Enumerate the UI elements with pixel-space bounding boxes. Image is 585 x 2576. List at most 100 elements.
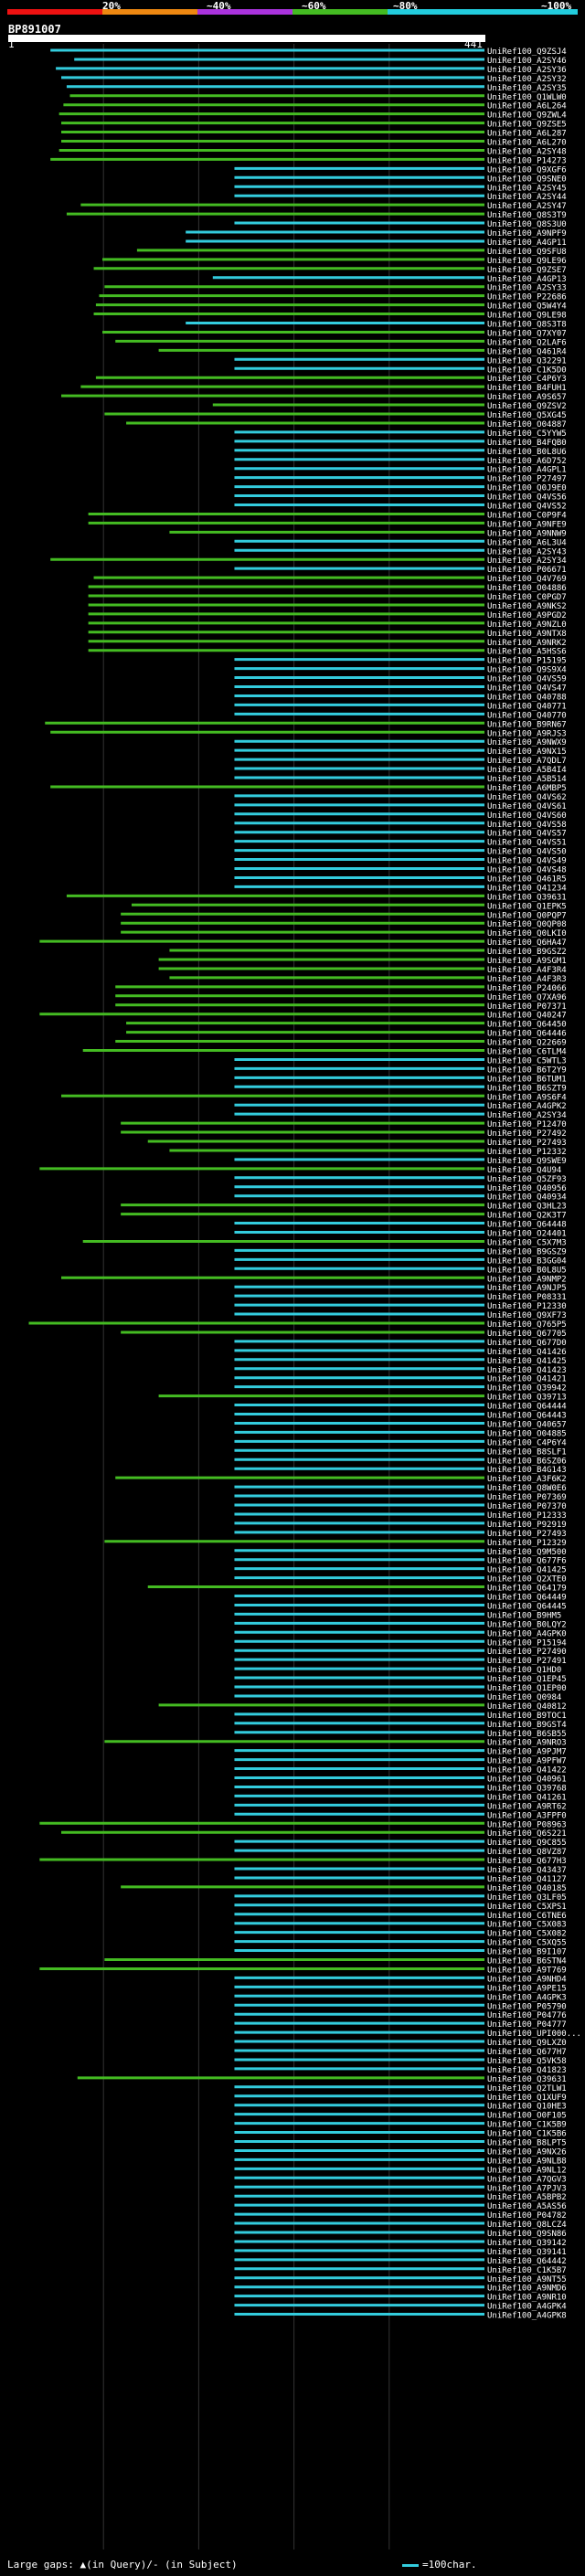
- hit-label[interactable]: UniRef100_A3FPF0: [487, 1811, 567, 1820]
- hit-label[interactable]: UniRef100_Q1EPK5: [487, 902, 567, 911]
- hit-label[interactable]: UniRef100_Q765P5: [487, 1320, 567, 1330]
- hit-label[interactable]: UniRef100_A9NMP2: [487, 1275, 567, 1284]
- hit-label[interactable]: UniRef100_Q64446: [487, 1030, 567, 1039]
- hit-label[interactable]: UniRef100_Q64442: [487, 2257, 567, 2266]
- hit-label[interactable]: UniRef100_Q9C855: [487, 1839, 567, 1848]
- hit-label[interactable]: UniRef100_Q8W0E6: [487, 1484, 567, 1493]
- hit-label[interactable]: UniRef100_Q64450: [487, 1021, 567, 1030]
- hit-label[interactable]: UniRef100_Q41425: [487, 1566, 567, 1575]
- hit-label[interactable]: UniRef100_Q32291: [487, 356, 567, 366]
- hit-label[interactable]: UniRef100_A9RT62: [487, 1802, 567, 1811]
- hit-label[interactable]: UniRef100_B8LPT5: [487, 2139, 567, 2148]
- hit-label[interactable]: UniRef100_Q0LKI0: [487, 929, 567, 938]
- hit-label[interactable]: UniRef100_Q677H3: [487, 1857, 567, 1866]
- hit-label[interactable]: UniRef100_C1K5B9: [487, 2121, 567, 2130]
- hit-label[interactable]: UniRef100_C6TLM4: [487, 1048, 567, 1057]
- hit-label[interactable]: UniRef100_Q677H7: [487, 2048, 567, 2057]
- hit-label[interactable]: UniRef100_C4P6Y3: [487, 375, 567, 384]
- hit-label[interactable]: UniRef100_B6SB55: [487, 1730, 567, 1739]
- hit-label[interactable]: UniRef100_Q4VS47: [487, 684, 567, 694]
- hit-label[interactable]: UniRef100_Q1HD0: [487, 1666, 561, 1675]
- hit-label[interactable]: UniRef100_Q4VS51: [487, 839, 567, 848]
- hit-label[interactable]: UniRef100_Q4U94: [487, 1166, 561, 1175]
- hit-label[interactable]: UniRef100_A9RJS3: [487, 729, 567, 738]
- hit-label[interactable]: UniRef100_Q1WLW0: [487, 93, 567, 102]
- hit-label[interactable]: UniRef100_Q9SNE0: [487, 175, 567, 184]
- hit-label[interactable]: UniRef100_C1K5B6: [487, 2130, 567, 2139]
- hit-label[interactable]: UniRef100_B9TOC1: [487, 1712, 567, 1721]
- hit-label[interactable]: UniRef100_A4F3R4: [487, 966, 567, 975]
- hit-label[interactable]: UniRef100_Q9ZSE7: [487, 266, 567, 275]
- hit-label[interactable]: UniRef100_UPI000...: [487, 2030, 581, 2039]
- hit-label[interactable]: UniRef100_A4GPL1: [487, 466, 567, 475]
- hit-label[interactable]: UniRef100_O04887: [487, 420, 567, 429]
- hit-label[interactable]: UniRef100_P06671: [487, 566, 567, 575]
- hit-label[interactable]: UniRef100_Q7XY07: [487, 329, 567, 338]
- hit-label[interactable]: UniRef100_Q3LF05: [487, 1893, 567, 1903]
- hit-label[interactable]: UniRef100_C0P9F4: [487, 511, 567, 520]
- hit-label[interactable]: UniRef100_Q40247: [487, 1012, 567, 1021]
- hit-label[interactable]: UniRef100_A9NKS2: [487, 602, 567, 611]
- hit-label[interactable]: UniRef100_Q39141: [487, 2248, 567, 2257]
- hit-label[interactable]: UniRef100_Q0PQP7: [487, 911, 567, 920]
- hit-label[interactable]: UniRef100_Q41234: [487, 884, 567, 893]
- hit-label[interactable]: UniRef100_B9GSZ9: [487, 1247, 567, 1256]
- hit-label[interactable]: UniRef100_Q4VS52: [487, 503, 567, 512]
- hit-label[interactable]: UniRef100_B8SLF1: [487, 1447, 567, 1457]
- hit-label[interactable]: UniRef100_P12332: [487, 1148, 567, 1157]
- hit-label[interactable]: UniRef100_P07370: [487, 1502, 567, 1511]
- hit-label[interactable]: UniRef100_A4GPK3: [487, 1993, 567, 2002]
- hit-label[interactable]: UniRef100_C4P6Y4: [487, 1438, 567, 1447]
- hit-label[interactable]: UniRef100_A4GPK2: [487, 1102, 567, 1111]
- hit-label[interactable]: UniRef100_Q4VS50: [487, 848, 567, 857]
- hit-label[interactable]: UniRef100_A6L264: [487, 102, 567, 111]
- hit-label[interactable]: UniRef100_Q67705: [487, 1330, 567, 1339]
- hit-label[interactable]: UniRef100_A9NL12: [487, 2166, 567, 2175]
- hit-label[interactable]: UniRef100_B6SZ06: [487, 1457, 567, 1466]
- hit-label[interactable]: UniRef100_P05790: [487, 2002, 567, 2011]
- hit-label[interactable]: UniRef100_A2SY36: [487, 66, 567, 75]
- hit-label[interactable]: UniRef100_Q0QP08: [487, 920, 567, 929]
- hit-label[interactable]: UniRef100_Q39942: [487, 1384, 567, 1394]
- hit-label[interactable]: UniRef100_Q64443: [487, 1412, 567, 1421]
- hit-label[interactable]: UniRef100_Q9M500: [487, 1548, 567, 1557]
- hit-label[interactable]: UniRef100_Q1EP00: [487, 1684, 567, 1693]
- hit-label[interactable]: UniRef100_Q39713: [487, 1394, 567, 1403]
- hit-label[interactable]: UniRef100_Q9ZSV2: [487, 402, 567, 411]
- hit-label[interactable]: UniRef100_A9NZL0: [487, 620, 567, 630]
- hit-label[interactable]: UniRef100_P24066: [487, 984, 567, 993]
- hit-label[interactable]: UniRef100_A5HSS6: [487, 648, 567, 657]
- hit-label[interactable]: UniRef100_Q43437: [487, 1866, 567, 1875]
- hit-label[interactable]: UniRef100_P27493: [487, 1139, 567, 1148]
- hit-label[interactable]: UniRef100_Q9ZSE5: [487, 121, 567, 130]
- hit-label[interactable]: UniRef100_O04886: [487, 584, 567, 593]
- hit-label[interactable]: UniRef100_A9NR10: [487, 2294, 567, 2303]
- hit-label[interactable]: UniRef100_Q40657: [487, 1420, 567, 1429]
- hit-label[interactable]: UniRef100_Q6HA47: [487, 938, 567, 948]
- hit-label[interactable]: UniRef100_Q8S3T8: [487, 321, 567, 330]
- hit-label[interactable]: UniRef100_C1K5B7: [487, 2266, 567, 2275]
- hit-label[interactable]: UniRef100_B3GG04: [487, 1256, 567, 1266]
- hit-label[interactable]: UniRef100_Q39631: [487, 893, 567, 902]
- hit-label[interactable]: UniRef100_Q461R5: [487, 875, 567, 884]
- hit-label[interactable]: UniRef100_Q40185: [487, 1884, 567, 1893]
- hit-label[interactable]: UniRef100_A9NT55: [487, 2275, 567, 2284]
- hit-label[interactable]: UniRef100_A5BPB2: [487, 2193, 567, 2202]
- hit-label[interactable]: UniRef100_Q8S3T9: [487, 211, 567, 220]
- hit-label[interactable]: UniRef100_A6MBP5: [487, 784, 567, 793]
- hit-label[interactable]: UniRef100_A9NX15: [487, 747, 567, 757]
- hit-label[interactable]: UniRef100_A2SY48: [487, 147, 567, 156]
- hit-label[interactable]: UniRef100_Q9XGF6: [487, 165, 567, 175]
- hit-label[interactable]: UniRef100_Q9SFU8: [487, 248, 567, 257]
- hit-label[interactable]: UniRef100_A9S6F4: [487, 1093, 567, 1102]
- hit-label[interactable]: UniRef100_Q41425: [487, 1357, 567, 1366]
- hit-label[interactable]: UniRef100_Q40961: [487, 1776, 567, 1785]
- hit-label[interactable]: UniRef100_B0L8U5: [487, 1266, 567, 1275]
- hit-label[interactable]: UniRef100_Q9SN86: [487, 2230, 567, 2239]
- hit-label[interactable]: UniRef100_A5B514: [487, 775, 567, 784]
- hit-label[interactable]: UniRef100_A9NTX8: [487, 630, 567, 639]
- hit-label[interactable]: UniRef100_A9NWX9: [487, 738, 567, 747]
- hit-label[interactable]: UniRef100_A6D752: [487, 457, 567, 466]
- hit-label[interactable]: UniRef100_Q41422: [487, 1766, 567, 1776]
- hit-label[interactable]: UniRef100_B4G143: [487, 1466, 567, 1475]
